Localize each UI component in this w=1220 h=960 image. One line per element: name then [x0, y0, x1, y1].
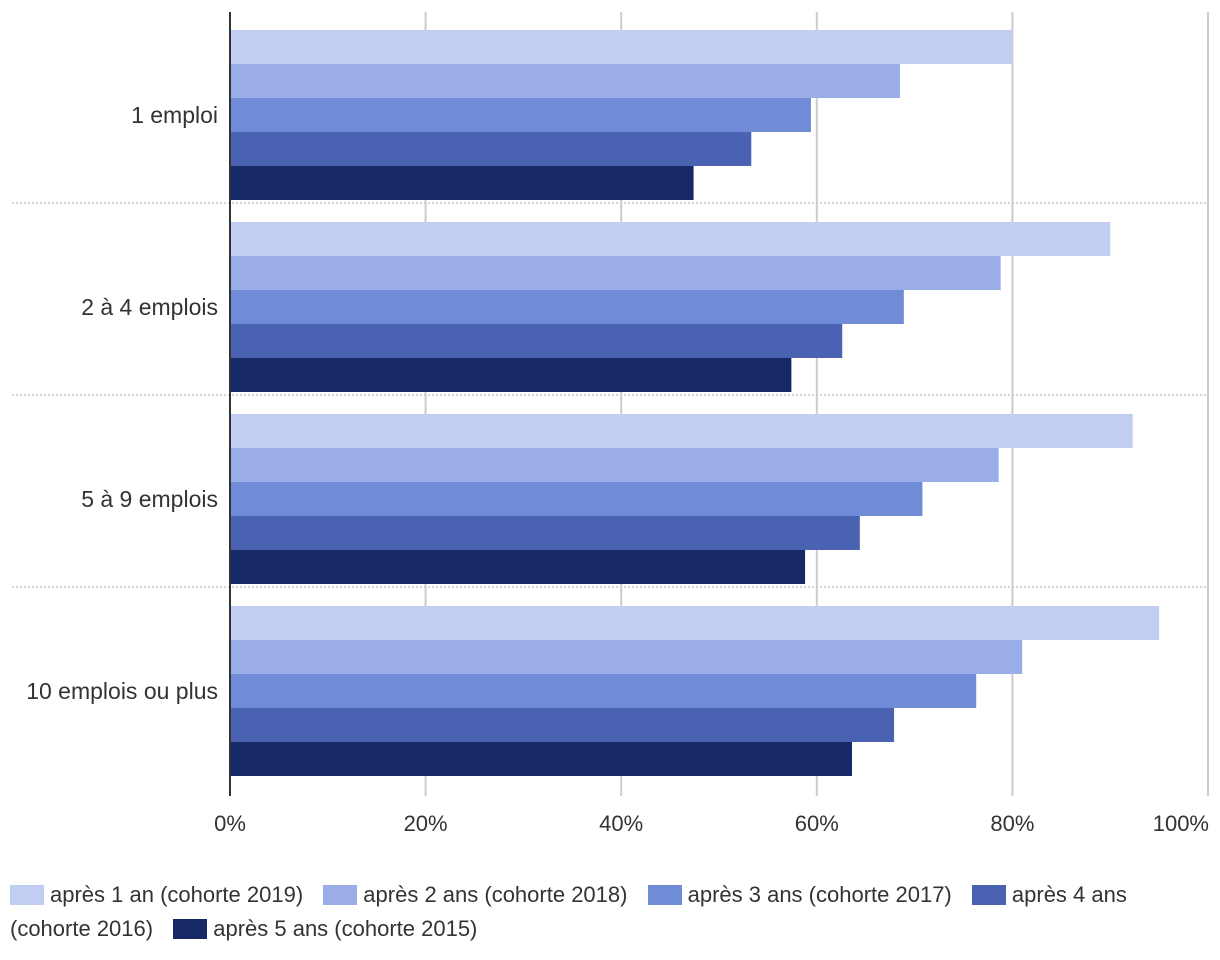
legend-swatch [10, 885, 44, 905]
category-separators [12, 202, 1208, 588]
x-tick-label: 100% [1153, 811, 1209, 836]
bar [230, 742, 853, 776]
x-tick-label: 40% [599, 811, 643, 836]
category-label: 2 à 4 emplois [81, 294, 218, 320]
bar [230, 448, 999, 482]
bar [230, 358, 792, 392]
bar [230, 256, 1001, 290]
legend-swatch [323, 885, 358, 905]
legend-item: après 5 ans (cohorte 2015) [173, 916, 477, 941]
bar [230, 222, 1111, 256]
x-tick-label: 80% [990, 811, 1034, 836]
bar [230, 132, 752, 166]
bar [230, 550, 806, 584]
bars [230, 30, 1160, 776]
x-tick-label: 0% [214, 811, 246, 836]
legend-item: après 1 an (cohorte 2019) [10, 882, 303, 907]
legend: après 1 an (cohorte 2019) après 2 ans (c… [10, 878, 1205, 946]
bar [230, 414, 1133, 448]
bar [230, 516, 860, 550]
bar [230, 324, 843, 358]
legend-item: après 3 ans (cohorte 2017) [647, 882, 952, 907]
bar [230, 674, 977, 708]
legend-label: après 1 an (cohorte 2019) [50, 882, 304, 907]
legend-swatch [173, 919, 208, 939]
bar [230, 606, 1160, 640]
legend-label: après 4 ans (cohorte 2016) [10, 882, 1127, 941]
x-tick-labels: 0% 20% 40% 60% 80% 100% [214, 811, 1209, 836]
legend-item: après 4 ans (cohorte 2016) [10, 882, 1127, 941]
bar [230, 708, 895, 742]
category-label: 10 emplois ou plus [26, 678, 218, 704]
bar [230, 98, 811, 132]
bar [230, 166, 694, 200]
category-label: 5 à 9 emplois [81, 486, 218, 512]
bar [230, 64, 900, 98]
bar [230, 290, 904, 324]
bar-chart: 1 emploi 2 à 4 emplois 5 à 9 emplois 10 emp… [12, 12, 1209, 836]
legend-swatch [647, 885, 682, 905]
bar [230, 482, 923, 516]
bar [230, 640, 1023, 674]
legend-label: après 2 ans (cohorte 2018) [363, 882, 628, 907]
legend-swatch [971, 885, 1006, 905]
category-label: 1 emploi [131, 102, 218, 128]
x-tick-label: 20% [404, 811, 448, 836]
category-labels: 1 emploi 2 à 4 emplois 5 à 9 emplois 10 emp… [26, 102, 218, 704]
legend-item: après 2 ans (cohorte 2018) [323, 882, 627, 907]
legend-label: après 3 ans (cohorte 2017) [687, 882, 952, 907]
bar [230, 30, 1013, 64]
legend-label: après 5 ans (cohorte 2015) [213, 916, 478, 941]
x-tick-label: 60% [795, 811, 839, 836]
